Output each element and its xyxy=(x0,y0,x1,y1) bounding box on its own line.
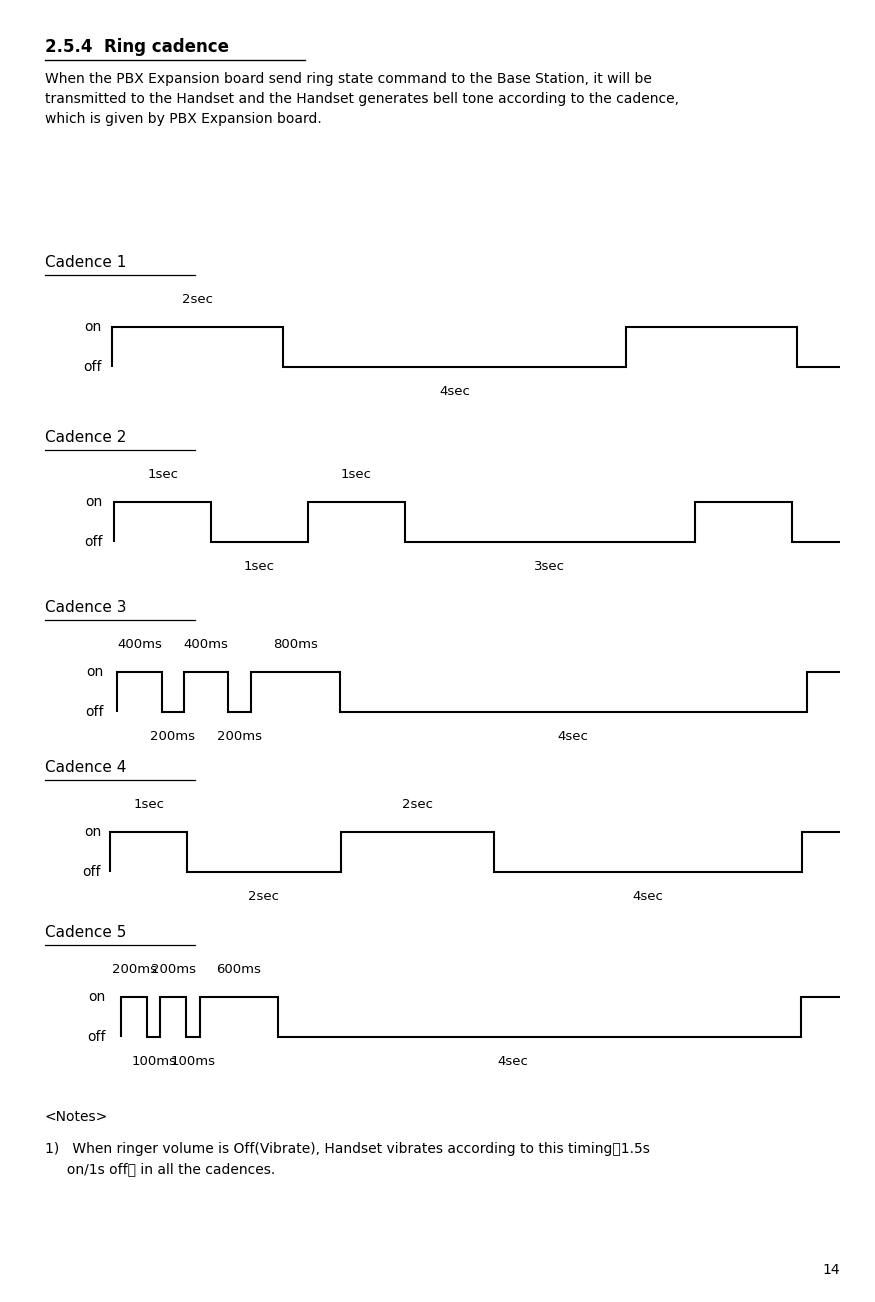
Text: Cadence 4: Cadence 4 xyxy=(45,760,126,775)
Text: When the PBX Expansion board send ring state command to the Base Station, it wil: When the PBX Expansion board send ring s… xyxy=(45,72,679,126)
Text: 4sec: 4sec xyxy=(557,730,589,743)
Text: 1sec: 1sec xyxy=(147,467,178,480)
Text: 1sec: 1sec xyxy=(244,560,275,573)
Text: on: on xyxy=(84,825,102,840)
Text: off: off xyxy=(83,359,102,374)
Text: off: off xyxy=(87,1030,106,1043)
Text: 3sec: 3sec xyxy=(535,560,565,573)
Text: on: on xyxy=(85,320,102,335)
Text: <Notes>: <Notes> xyxy=(45,1111,108,1124)
Text: 600ms: 600ms xyxy=(216,963,262,976)
Text: 200ms: 200ms xyxy=(217,730,262,743)
Text: 4sec: 4sec xyxy=(633,891,663,904)
Text: Cadence 1: Cadence 1 xyxy=(45,255,126,270)
Text: off: off xyxy=(84,535,102,548)
Text: 400ms: 400ms xyxy=(184,638,228,651)
Text: Cadence 3: Cadence 3 xyxy=(45,600,127,615)
Text: 2.5.4  Ring cadence: 2.5.4 Ring cadence xyxy=(45,38,229,56)
Text: 200ms: 200ms xyxy=(150,730,195,743)
Text: 2sec: 2sec xyxy=(248,891,279,904)
Text: 4sec: 4sec xyxy=(439,385,470,398)
Text: 800ms: 800ms xyxy=(273,638,318,651)
Text: on: on xyxy=(88,991,106,1004)
Text: Cadence 5: Cadence 5 xyxy=(45,924,126,940)
Text: 1sec: 1sec xyxy=(340,467,372,480)
Text: 4sec: 4sec xyxy=(498,1056,528,1069)
Text: 2sec: 2sec xyxy=(182,293,214,306)
Text: 2sec: 2sec xyxy=(402,798,433,811)
Text: 1sec: 1sec xyxy=(133,798,164,811)
Text: Cadence 2: Cadence 2 xyxy=(45,430,126,445)
Text: off: off xyxy=(82,865,102,879)
Text: 400ms: 400ms xyxy=(117,638,162,651)
Text: on: on xyxy=(87,665,104,680)
Text: 100ms: 100ms xyxy=(171,1056,215,1069)
Text: 14: 14 xyxy=(822,1263,840,1277)
Text: on: on xyxy=(86,495,102,509)
Text: 1)   When ringer volume is Off(Vibrate), Handset vibrates according to this timi: 1) When ringer volume is Off(Vibrate), H… xyxy=(45,1142,650,1176)
Text: off: off xyxy=(86,704,104,719)
Text: 100ms: 100ms xyxy=(131,1056,177,1069)
Text: 200ms: 200ms xyxy=(112,963,157,976)
Text: 200ms: 200ms xyxy=(150,963,196,976)
